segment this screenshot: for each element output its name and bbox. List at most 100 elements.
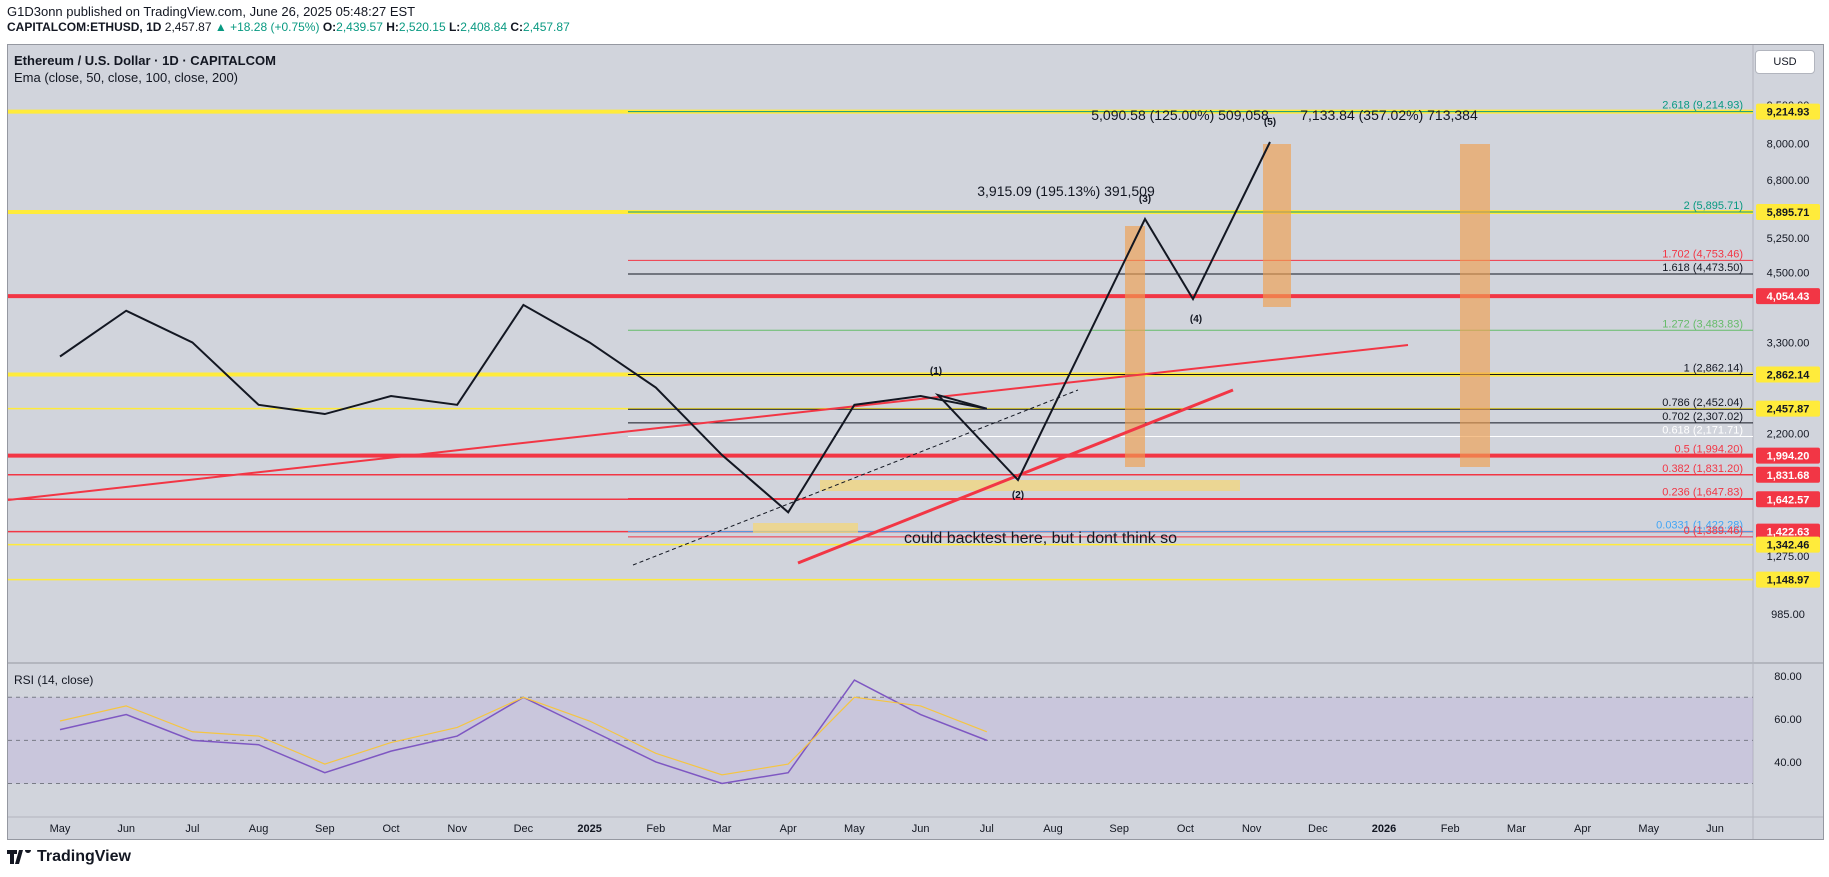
rsi-legend: RSI (14, close) xyxy=(14,673,94,687)
y-tick-label: 6,800.00 xyxy=(1767,175,1810,187)
fib-label: 0 (1,389.46) xyxy=(1684,525,1743,537)
wave-label: (2) xyxy=(1012,490,1024,501)
rsi-tick-label: 80.00 xyxy=(1774,671,1802,683)
price-tag xyxy=(1756,523,1820,540)
chart-svg[interactable]: 2.618 (9,214.93) 2 (5,895.71) 1.702 (4,753… xyxy=(8,45,1823,839)
trend-line xyxy=(8,344,1409,501)
fib-label: 2.618 (9,214.93) xyxy=(1662,100,1743,112)
close-label: C: xyxy=(510,20,524,34)
projection-label: 5,090.58 (125.00%) 509,058 xyxy=(1091,107,1269,123)
price-line xyxy=(59,303,987,514)
fib-label: 2 (5,895.71) xyxy=(1684,200,1743,212)
x-tick-label: Apr xyxy=(1574,823,1591,835)
x-tick-label: Jun xyxy=(912,823,930,835)
open-value: 2,439.57 xyxy=(336,20,383,34)
chart-area[interactable]: 2.618 (9,214.93) 2 (5,895.71) 1.702 (4,753… xyxy=(7,44,1824,840)
price-tag xyxy=(1756,466,1820,483)
fib-label: 1.618 (4,473.50) xyxy=(1662,262,1743,274)
x-tick-label: Oct xyxy=(382,823,399,835)
x-tick-label: Jun xyxy=(1706,823,1724,835)
price-tag xyxy=(1756,491,1820,508)
tradingview-logo[interactable]: TradingView xyxy=(7,848,131,866)
brand-name: TradingView xyxy=(37,848,131,865)
x-tick-label: Mar xyxy=(1507,823,1526,835)
fib-label: 1 (2,862.14) xyxy=(1684,362,1743,374)
support-zone xyxy=(753,523,858,533)
x-tick-label: 2025 xyxy=(577,823,601,835)
projection-label: 3,915.09 (195.13%) 391,509 xyxy=(977,183,1155,199)
price-tag xyxy=(1756,204,1820,221)
price-tag-label: 1,148.97 xyxy=(1767,575,1810,587)
open-label: O: xyxy=(322,20,337,34)
price-tag-label: 1,642.57 xyxy=(1767,494,1810,506)
legend-ema: Ema (close, 50, close, 100, close, 200) xyxy=(14,70,239,85)
price-tag-label: 2,457.87 xyxy=(1767,404,1810,416)
wave-label: (1) xyxy=(930,366,942,377)
y-tick-label: 4,500.00 xyxy=(1767,268,1810,280)
x-tick-label: May xyxy=(1638,823,1659,835)
price-tag xyxy=(1756,571,1820,588)
x-tick-label: Nov xyxy=(447,823,467,835)
target-box xyxy=(1125,226,1145,467)
legend-title: Ethereum / U.S. Dollar · 1D · CAPITALCOM xyxy=(14,53,276,68)
high-label: H: xyxy=(386,20,399,34)
x-tick-label: Feb xyxy=(646,823,665,835)
price-tag xyxy=(1756,536,1820,553)
close-value: 2,457.87 xyxy=(523,20,570,34)
change: ▲ +18.28 (+0.75%) xyxy=(214,20,320,34)
symbol: CAPITALCOM:ETHUSD, 1D xyxy=(7,20,162,34)
low-label: L: xyxy=(448,20,461,34)
y-tick-label: 2,200.00 xyxy=(1767,429,1810,441)
fib-label: 0.5 (1,994.20) xyxy=(1675,444,1744,456)
high-value: 2,520.15 xyxy=(398,20,446,34)
x-tick-label: Jun xyxy=(117,823,135,835)
y-tick-label: 985.00 xyxy=(1771,609,1805,621)
price-tag-label: 5,895.71 xyxy=(1767,207,1810,219)
x-tick-label: Aug xyxy=(249,823,269,835)
target-box xyxy=(1460,144,1490,467)
price-tag-label: 1,994.20 xyxy=(1767,451,1810,463)
support-zone xyxy=(820,480,1240,491)
fib-label: 1.702 (4,753.46) xyxy=(1662,248,1743,260)
price-tag-label: 1,831.68 xyxy=(1767,470,1810,482)
publisher-line: G1D3onn published on TradingView.com, Ju… xyxy=(7,4,416,19)
annotation-note: could backtest here, but i dont think so xyxy=(904,530,1178,547)
fib-label: 0.786 (2,452.04) xyxy=(1662,397,1743,409)
rsi-tick-label: 60.00 xyxy=(1774,714,1802,726)
x-tick-label: Jul xyxy=(980,823,994,835)
x-tick-label: Nov xyxy=(1242,823,1262,835)
x-tick-label: May xyxy=(844,823,865,835)
projection-path xyxy=(934,141,1271,482)
currency-button[interactable]: USD xyxy=(1755,50,1815,74)
x-tick-label: Oct xyxy=(1177,823,1194,835)
tradingview-logo-icon xyxy=(7,850,31,864)
fib-label: 0.382 (1,831.20) xyxy=(1662,463,1743,475)
rsi-tick-label: 40.00 xyxy=(1774,757,1802,769)
target-box xyxy=(1263,144,1291,307)
fib-label: 0.236 (1,647.83) xyxy=(1662,487,1743,499)
fib-label: 1.272 (3,483.83) xyxy=(1662,318,1743,330)
x-tick-label: Dec xyxy=(514,823,534,835)
x-tick-label: Apr xyxy=(780,823,797,835)
x-tick-label: May xyxy=(50,823,71,835)
y-tick-label: 8,000.00 xyxy=(1767,138,1810,150)
price-tag xyxy=(1756,447,1820,464)
price-tag-label: 2,862.14 xyxy=(1767,369,1811,381)
wave-label: (3) xyxy=(1139,194,1151,205)
wave-label: (4) xyxy=(1190,314,1202,325)
x-tick-label: Mar xyxy=(713,823,732,835)
fib-label: 0.0331 (1,422.28) xyxy=(1656,520,1743,532)
last-price: 2,457.87 xyxy=(164,20,212,34)
projection-label: 7,133.84 (357.02%) 713,384 xyxy=(1300,107,1478,123)
x-tick-label: Sep xyxy=(1109,823,1129,835)
price-tag xyxy=(1756,103,1820,120)
x-tick-label: 2026 xyxy=(1372,823,1396,835)
x-tick-label: Feb xyxy=(1441,823,1460,835)
y-tick-label: 5,250.00 xyxy=(1767,233,1810,245)
trend-line xyxy=(632,389,1079,566)
low-value: 2,408.84 xyxy=(460,20,508,34)
fib-label: 0.618 (2,171.71) xyxy=(1662,424,1743,436)
price-tag xyxy=(1756,366,1820,383)
price-tag xyxy=(1756,400,1820,417)
price-tag-label: 1,342.46 xyxy=(1767,540,1810,552)
